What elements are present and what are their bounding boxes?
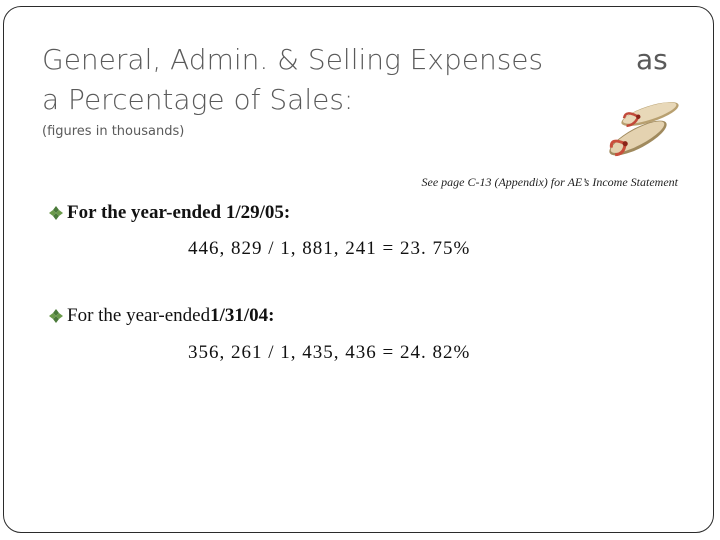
bullet-item-2: For the year-ended 1/31/04: <box>48 305 275 327</box>
slide-title-line-2: a Percentage of Sales: <box>42 83 354 116</box>
slide-subtitle: (figures in thousands) <box>42 124 185 139</box>
slide-title: General, Admin. & Selling Expenses a Per… <box>42 40 543 120</box>
bullet-item-1: For the year-ended 1/29/05: <box>48 202 290 224</box>
slide-title-as: as <box>636 43 668 76</box>
bullet-label-1: For the year-ended 1/29/05: <box>67 202 291 223</box>
bullet-label-2-date: 1/31/04: <box>210 305 275 326</box>
appendix-note: See page C-13 (Appendix) for AE’s Income… <box>421 175 679 189</box>
calculation-1: 446, 829 / 1, 881, 241 = 23. 75% <box>188 238 471 259</box>
bullet-label-2-prefix: For the year-ended <box>67 305 211 326</box>
slide-frame <box>3 6 714 533</box>
diamond-bullet-icon <box>49 309 63 323</box>
slide-title-line-1: General, Admin. & Selling Expenses <box>42 43 544 76</box>
calculation-2: 356, 261 / 1, 435, 436 = 24. 82% <box>188 342 471 363</box>
diamond-bullet-icon <box>49 206 63 220</box>
flip-flops-icon <box>609 102 679 157</box>
